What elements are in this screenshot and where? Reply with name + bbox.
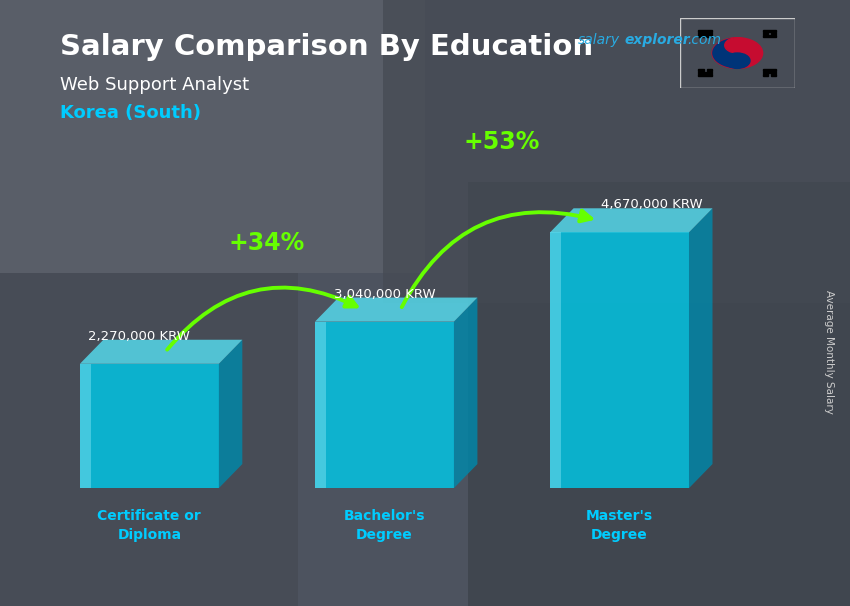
Text: +53%: +53% xyxy=(464,130,540,154)
Text: Average Monthly Salary: Average Monthly Salary xyxy=(824,290,834,413)
Text: 4,670,000 KRW: 4,670,000 KRW xyxy=(601,198,702,211)
Text: Web Support Analyst: Web Support Analyst xyxy=(60,76,248,94)
Bar xyxy=(468,182,850,606)
Bar xyxy=(762,35,776,37)
Polygon shape xyxy=(80,340,242,364)
Text: Salary Comparison By Education: Salary Comparison By Education xyxy=(60,33,592,61)
Bar xyxy=(699,35,712,37)
Bar xyxy=(699,75,712,76)
FancyArrowPatch shape xyxy=(402,210,592,307)
Bar xyxy=(762,72,776,73)
Polygon shape xyxy=(218,340,242,488)
Bar xyxy=(762,33,768,35)
Circle shape xyxy=(725,38,750,53)
Bar xyxy=(762,69,776,71)
Text: Certificate or
Diploma: Certificate or Diploma xyxy=(98,509,201,542)
Text: .com: .com xyxy=(687,33,721,47)
Bar xyxy=(706,69,712,71)
Bar xyxy=(771,33,776,35)
Bar xyxy=(699,69,704,71)
Circle shape xyxy=(712,38,762,68)
Polygon shape xyxy=(454,298,478,488)
Polygon shape xyxy=(689,208,712,488)
Bar xyxy=(762,30,776,32)
Bar xyxy=(382,0,850,303)
Text: Bachelor's
Degree: Bachelor's Degree xyxy=(343,509,425,542)
Bar xyxy=(771,75,776,76)
Text: +34%: +34% xyxy=(229,231,305,255)
Bar xyxy=(0,0,425,273)
Polygon shape xyxy=(315,298,478,322)
Polygon shape xyxy=(315,322,454,488)
Text: salary: salary xyxy=(578,33,620,47)
Text: Korea (South): Korea (South) xyxy=(60,104,201,122)
Polygon shape xyxy=(550,232,561,488)
Polygon shape xyxy=(315,322,326,488)
Polygon shape xyxy=(550,208,712,232)
Polygon shape xyxy=(80,364,218,488)
Text: 2,270,000 KRW: 2,270,000 KRW xyxy=(88,330,190,343)
Bar xyxy=(0,273,298,606)
Bar xyxy=(699,30,712,32)
Bar xyxy=(699,72,712,73)
Polygon shape xyxy=(80,364,91,488)
Text: 3,040,000 KRW: 3,040,000 KRW xyxy=(334,288,435,301)
Polygon shape xyxy=(550,232,689,488)
Text: Master's
Degree: Master's Degree xyxy=(586,509,653,542)
FancyArrowPatch shape xyxy=(167,288,357,350)
Polygon shape xyxy=(712,38,737,68)
Bar xyxy=(699,33,712,35)
Circle shape xyxy=(725,53,750,68)
Text: explorer: explorer xyxy=(625,33,690,47)
Bar xyxy=(762,75,768,76)
